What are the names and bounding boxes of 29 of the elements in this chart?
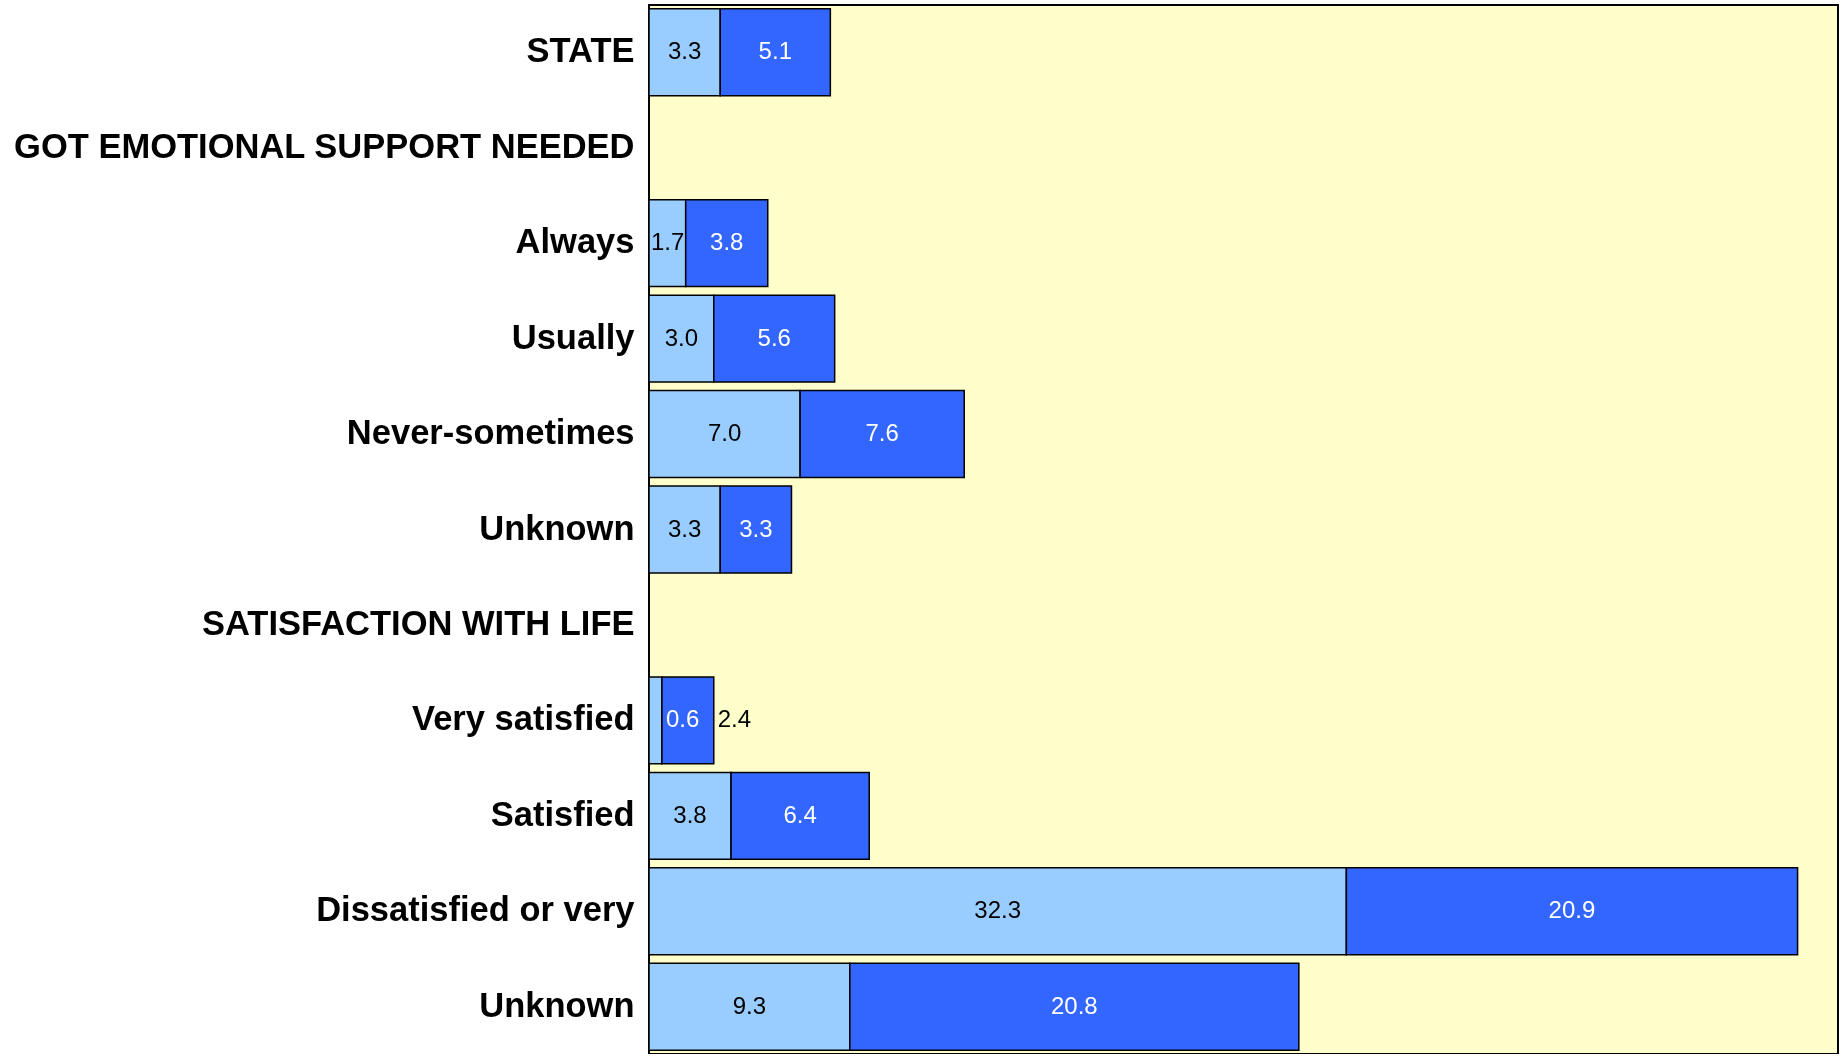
y-tick-label: SATISFACTION WITH LIFE	[202, 603, 635, 642]
data-label: 3.0	[664, 323, 699, 351]
y-tick-label: Never-sometimes	[346, 413, 635, 452]
data-label: 1.7	[650, 228, 685, 256]
data-label: 20.9	[1548, 896, 1596, 924]
y-tick-label: STATE	[526, 31, 635, 70]
data-label: 2.4	[717, 705, 752, 733]
data-label: 3.8	[710, 228, 744, 256]
data-label: 7.0	[707, 419, 742, 447]
y-tick-label: GOT EMOTIONAL SUPPORT NEEDED	[14, 126, 635, 165]
data-label: 5.6	[757, 323, 791, 351]
y-tick-label: Unknown	[479, 508, 635, 547]
y-tick-label: Unknown	[479, 985, 635, 1024]
data-label: 6.4	[783, 800, 817, 828]
y-tick-label: Very satisfied	[412, 699, 635, 738]
data-label: 9.3	[732, 991, 767, 1019]
data-label: 3.3	[667, 37, 702, 65]
y-tick-label: Always	[515, 222, 635, 261]
y-tick-label: Usually	[511, 317, 635, 356]
data-label: 3.3	[667, 514, 702, 542]
data-label: 3.8	[673, 800, 707, 828]
data-label: 5.1	[758, 37, 792, 65]
y-tick-label: Satisfied	[490, 794, 635, 833]
y-tick-label: Dissatisfied or very	[316, 890, 635, 929]
data-label: 32.3	[974, 896, 1022, 924]
data-label: 7.6	[865, 419, 899, 447]
data-label: 0.6	[665, 705, 700, 733]
data-label: 20.8	[1050, 991, 1098, 1019]
data-label: 3.3	[739, 514, 773, 542]
